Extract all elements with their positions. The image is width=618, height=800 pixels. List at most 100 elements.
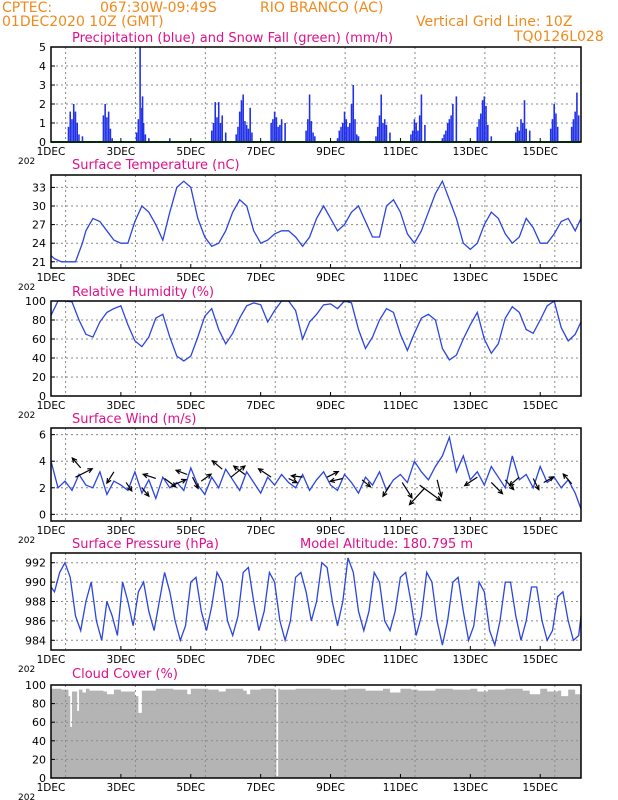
precipitation-bar (413, 119, 416, 142)
precipitation-bar (245, 124, 248, 142)
header-grid-note: Vertical Grid Line: 10Z (416, 14, 573, 30)
wind-arrow-head (193, 483, 199, 490)
y-tick-label: 100 (25, 679, 46, 692)
precipitation-bar (277, 126, 279, 142)
x-tick-label: 1DEC (37, 400, 66, 412)
precipitation-bar (520, 119, 522, 142)
series-line (50, 179, 582, 263)
wind-arrow-shaft (200, 473, 212, 482)
panel-title: Relative Humidity (%) (72, 285, 214, 300)
wind-arrow-shaft (532, 478, 540, 490)
precipitation-bar (551, 119, 554, 142)
wind-arrow-shaft (562, 473, 573, 485)
y-tick-label: 986 (25, 615, 46, 628)
wind-arrow-head (333, 470, 340, 476)
x-tick-label: 7DEC (246, 782, 275, 794)
y-tick-label: 40 (32, 352, 46, 365)
x-tick-label: 3DEC (107, 782, 136, 794)
precipitation-bar (272, 119, 274, 142)
precipitation-bar (109, 128, 112, 142)
wind-arrow-head (408, 499, 415, 506)
x-tick-label: 7DEC (246, 400, 275, 412)
wind-arrow-head (106, 478, 112, 485)
x-tick-label: 13DEC (453, 654, 488, 666)
precipitation-bar (385, 124, 388, 142)
precipitation-bar (441, 138, 444, 142)
precipitation-bar (312, 132, 314, 142)
precipitation-bar (480, 113, 482, 142)
precipitation-bar (338, 130, 341, 142)
precipitation-bar (518, 130, 521, 142)
wind-arrow-shaft (326, 471, 339, 478)
precipitation-bar (476, 126, 479, 142)
precipitation-bar (237, 126, 239, 142)
x-tick-label: 3DEC (107, 654, 136, 666)
x-year-prefix: 202 (18, 283, 35, 293)
wind-arrow-head (144, 491, 150, 498)
precipitation-bar (417, 130, 419, 142)
precipitation-bar (148, 138, 150, 142)
wind-arrow-shaft (173, 478, 187, 486)
y-tick-label: 6 (39, 429, 46, 442)
wind-arrow-head (548, 476, 555, 482)
precipitation-bar (273, 111, 276, 142)
wind-arrow-head (508, 484, 515, 491)
precipitation-bar (523, 100, 526, 142)
precipitation-bar (142, 123, 145, 142)
precipitation-bar (380, 94, 383, 142)
precipitation-bar (74, 111, 77, 142)
precipitation-bar (549, 128, 552, 142)
x-tick-label: 11DEC (383, 400, 418, 412)
precipitation-bar (244, 121, 246, 142)
series-line (50, 557, 582, 648)
precipitation-bar (279, 124, 281, 142)
precipitation-bar (574, 111, 576, 142)
y-tick-label: 30 (32, 200, 46, 213)
wind-arrow-shaft (543, 476, 554, 483)
precipitation-bar (336, 138, 339, 142)
panel-title: Surface Temperature (nC) (72, 158, 240, 173)
y-tick-label: 0 (39, 508, 46, 521)
wind-arrow-shaft (401, 482, 413, 499)
wind-arrow-head (365, 482, 372, 488)
panel-frame (50, 174, 582, 269)
precipitation-bar (242, 94, 244, 142)
panel-frame (50, 552, 582, 651)
wind-arrow-shaft (409, 487, 426, 505)
panel-title: Precipitation (blue) and Snow Fall (gree… (72, 31, 393, 46)
precipitation-bar (217, 102, 220, 142)
precipitation-bar (382, 123, 384, 142)
precipitation-bar (576, 92, 578, 142)
x-year-prefix: 202 (18, 793, 35, 800)
panel-annotation: Model Altitude: 180.795 m (300, 537, 473, 552)
precipitation-bar (516, 126, 519, 142)
precipitation-bar (214, 102, 217, 142)
precipitation-bar (572, 119, 575, 142)
precipitation-bar (78, 134, 80, 142)
precipitation-bar (577, 115, 580, 142)
series-line (50, 434, 582, 510)
wind-arrow-shaft (509, 476, 520, 487)
precipitation-bar (81, 136, 84, 142)
y-tick-label: 3 (39, 79, 46, 92)
y-tick-label: 2 (39, 98, 46, 111)
wind-arrow-shaft (141, 487, 150, 497)
y-tick-label: 5 (39, 41, 46, 54)
wind-arrow-shaft (258, 468, 272, 478)
precipitation-bar (490, 136, 493, 142)
x-tick-label: 3DEC (107, 400, 136, 412)
x-tick-label: 5DEC (176, 654, 205, 666)
y-tick-label: 20 (32, 753, 46, 766)
y-tick-label: 992 (25, 557, 46, 570)
precipitation-bar (383, 119, 386, 142)
precipitation-bar (341, 123, 344, 142)
wind-arrow-shaft (233, 465, 246, 475)
x-tick-label: 7DEC (246, 272, 275, 284)
precipitation-bar (106, 117, 108, 142)
y-tick-label: 60 (32, 333, 46, 346)
wind-arrow-shaft (330, 477, 343, 482)
precipitation-bar (240, 100, 243, 142)
precipitation-bar (235, 134, 237, 142)
precipitation-bar (247, 128, 250, 142)
